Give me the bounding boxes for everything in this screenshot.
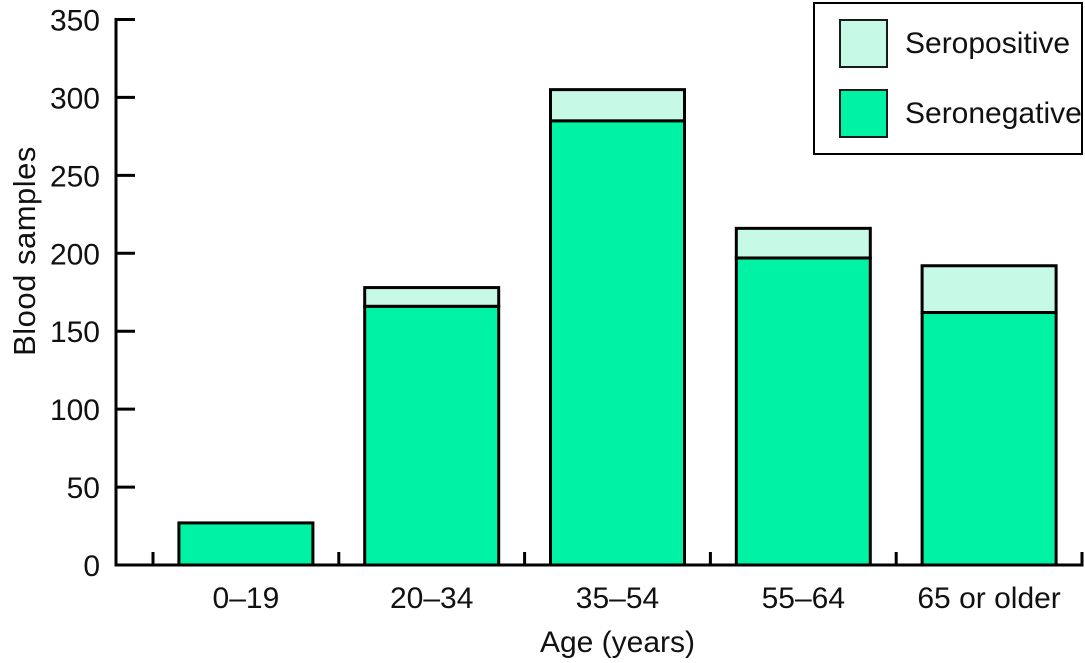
bar-segment-seronegative-4: [920, 311, 1058, 567]
x-category-label-0: 0–19: [213, 582, 280, 615]
x-category-label-1: 20–34: [390, 582, 473, 615]
legend-item-seronegative: Seronegative: [839, 89, 1082, 138]
seronegative-swatch: [839, 89, 888, 138]
bar-segment-seropositive-4: [920, 264, 1058, 315]
y-tick-label-250: 250: [50, 160, 100, 193]
bar-segment-seronegative-0: [177, 521, 315, 567]
bar-segment-seropositive-2: [549, 88, 686, 123]
bar-segment-seropositive-3: [734, 226, 872, 260]
y-tick-label-0: 0: [83, 550, 100, 583]
y-tick-label-100: 100: [50, 394, 100, 427]
bar-segment-seronegative-3: [734, 256, 872, 567]
bar-segment-seronegative-2: [549, 119, 686, 567]
legend: Seropositive Seronegative: [813, 2, 1083, 155]
x-category-label-2: 35–54: [576, 582, 659, 615]
y-axis-label: Blood samples: [7, 146, 42, 356]
bar-segment-seronegative-1: [363, 304, 501, 567]
seropositive-swatch: [839, 19, 888, 68]
x-axis-label: Age (years): [539, 626, 696, 659]
legend-label-seropositive: Seropositive: [905, 26, 1071, 60]
y-tick-label-350: 350: [50, 5, 100, 38]
y-tick-label-50: 50: [67, 472, 100, 505]
y-tick-label-150: 150: [50, 316, 100, 349]
legend-label-seronegative: Seronegative: [905, 96, 1082, 130]
y-tick-label-300: 300: [50, 82, 100, 115]
bar-segment-seropositive-1: [363, 286, 501, 308]
x-category-label-4: 65 or older: [917, 582, 1060, 615]
x-category-label-3: 55–64: [762, 582, 845, 615]
y-tick-label-200: 200: [50, 238, 100, 271]
legend-item-seropositive: Seropositive: [839, 19, 1081, 68]
